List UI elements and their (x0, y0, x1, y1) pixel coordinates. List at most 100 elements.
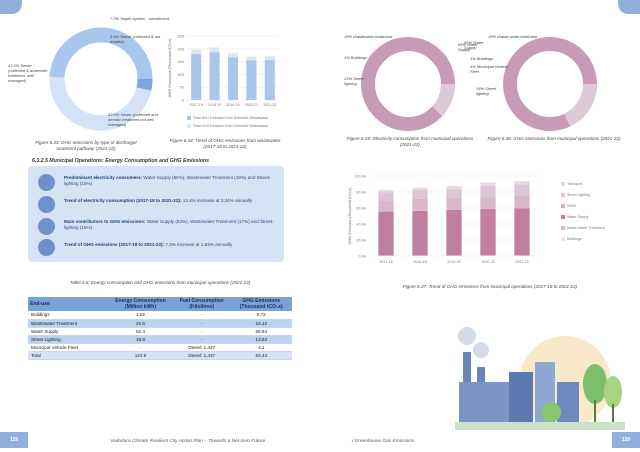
bar-segment (378, 192, 394, 201)
finding-row: Predominant electricity consumers: Water… (64, 175, 276, 187)
x-tick-label: 2021-22 (263, 103, 276, 107)
figure-6-36: 66% Water Supply 18% Waste water treatme… (464, 20, 635, 150)
city-illustration (455, 327, 625, 430)
legend-item: Total N2O Emission from Domestic Wastewa… (187, 116, 269, 120)
legend-label: Buildings (567, 237, 582, 241)
bar-segment (412, 187, 428, 190)
page-number-right: 120 (612, 432, 640, 448)
bar-segment (480, 255, 496, 256)
figure-caption-6-37: Figure 6.37: Trend of GHG emissions from… (402, 284, 578, 289)
table-header: Energy Consumption (Million kWh) (108, 297, 173, 311)
finding-heading: Trend of electricity consumption (2017-1… (64, 198, 182, 203)
table-cell: 13.53 (230, 335, 292, 344)
bar-segment (412, 210, 428, 256)
table-cell: 16.12 (230, 319, 292, 328)
bar-segment (227, 52, 239, 58)
bar-segment (378, 200, 394, 212)
x-tick-label: 2019-20 (447, 260, 460, 264)
table-row: Municipal Vehicle Fleet - Diesel: 1,437 4.1 (28, 343, 292, 352)
finding-row: Trend of GHG emissions (2017-18 to 2021-… (64, 242, 276, 248)
legend-label: Water Supply (567, 215, 589, 219)
figure-caption-6-36: Figure 6.36: GHG emissions from municipa… (487, 136, 621, 141)
y-tick-label: 0 (182, 98, 185, 103)
x-tick-label: 2020-21 (481, 260, 494, 264)
label-water-supply: 66% Water Supply (458, 42, 478, 52)
x-tick-label: 2021-22 (515, 260, 528, 264)
table-cell: 124.9 (108, 351, 173, 360)
legend-swatch (561, 204, 565, 208)
tree-icon (583, 364, 607, 404)
bar-segment (480, 182, 496, 186)
ground (455, 422, 625, 430)
finding-text: Water Supply (63%), Wastewater Treatment… (64, 219, 274, 231)
page-number-left: 119 (0, 432, 28, 448)
finding-text: Water Supply (66%), Wastewater Treatment… (64, 175, 271, 187)
finding-text: 7.3% increase at 1.82% annually (164, 242, 233, 247)
legend-item: Waste Water Treatment (561, 226, 605, 230)
chart-legend: Transport Street Lighting SWM Water Supply W… (561, 182, 605, 248)
donut-chart-electricity (361, 37, 455, 131)
table-row: Buildings 1.02-0.72 (28, 311, 292, 320)
table-cell: - (108, 343, 173, 352)
bar-segment (209, 47, 220, 53)
table-cell: Street Lighting (28, 335, 108, 344)
bar-segment (514, 184, 530, 196)
y-tick-label: 0.00 (359, 255, 366, 259)
smoke-icon (473, 342, 489, 358)
bar-segment (264, 60, 275, 100)
donut-segment-other (361, 37, 455, 131)
stacked-bar-chart-municipal-trend: 0.00 20.00 40.00 60.00 80.00 100.00 GHG Emissi… (348, 175, 539, 264)
bar-segment (446, 189, 462, 198)
key-findings-box: Predominant electricity consumers: Water… (28, 166, 284, 262)
finding-text: 13.4% increase at 3.34% annually (181, 198, 253, 203)
bar-segment (191, 53, 202, 100)
chart-legend: Total N2O Emission from Domestic Wastewa… (187, 116, 269, 132)
figure-caption-6-35: Figure 6.35: Electricity consumption fro… (346, 136, 474, 147)
legend-swatch (561, 226, 565, 230)
table-header-row: End-use Energy Consumption (Million kWh)… (28, 297, 292, 311)
bar-segment (446, 197, 462, 210)
bar-segment (480, 196, 496, 210)
y-tick-label: 100.00 (354, 175, 366, 179)
y-tick-label: 80.00 (356, 191, 366, 195)
x-tick-label: 2018-19 (413, 260, 426, 264)
label-vehicle-fleet: 4% Municipal Vehicle Fleet (470, 64, 508, 74)
table-cell: 4.1 (230, 343, 292, 352)
table-row: Street Lighting 18.9-13.53 (28, 335, 292, 344)
legend-item: Transport (561, 182, 605, 186)
contributors-icon (38, 218, 55, 235)
donut-segment-accent (49, 27, 153, 131)
legend-label: Total N2O Emission from Domestic Wastewa… (193, 116, 269, 120)
bar-segment (480, 209, 496, 256)
table-cell: - (172, 335, 231, 344)
figure-caption-6-33: Figure 6.33: GHG emissions by type of di… (35, 140, 137, 151)
label-street-lighting: 13% Street lighting (344, 76, 364, 86)
finding-row: Trend of electricity consumption (2017-1… (64, 198, 276, 204)
label-septic: 7.3% Septic system - uncollected (110, 16, 169, 21)
legend-item: Street Lighting (561, 193, 605, 197)
table-cell: Diesel: 1,437 (172, 343, 231, 352)
x-tick-label: 2017-18 (379, 260, 392, 264)
table-cell: Total (28, 351, 108, 360)
table-cell: Municipal Vehicle Fleet (28, 343, 108, 352)
building-icon (557, 382, 579, 422)
bar-segment (446, 185, 462, 190)
bar-segment (412, 198, 428, 211)
x-tick-label: 2018-19 (208, 103, 221, 107)
donut-segment-other (503, 37, 597, 131)
table-cell: Water Supply (28, 327, 108, 336)
table-cell: 1.02 (108, 311, 173, 320)
table-cell: 58.94 (230, 327, 292, 336)
y-tick-label: 20.00 (356, 239, 366, 243)
bar-segment (246, 56, 257, 61)
finding-row: Main contributors to GHG emissions: Wate… (64, 219, 276, 231)
energy-ghg-table: End-use Energy Consumption (Million kWh)… (28, 297, 292, 360)
table-cell: Diesel: 1,437 (172, 351, 231, 360)
table-total-row: Total 124.9 Diesel: 1,437 93.43 (28, 351, 292, 360)
table-cell: 0.72 (230, 311, 292, 320)
finding-heading: Trend of GHG emissions (2017-18 to 2021-… (64, 242, 165, 247)
bar-segment (191, 49, 202, 54)
figure-caption-6-34: Figure 6.34: Trend of GHG emissions from… (169, 138, 281, 149)
table-row: Water Supply 82.4-58.94 (28, 327, 292, 336)
legend-item: Total CH4 Emission from Domestic Wastewa… (187, 124, 269, 128)
